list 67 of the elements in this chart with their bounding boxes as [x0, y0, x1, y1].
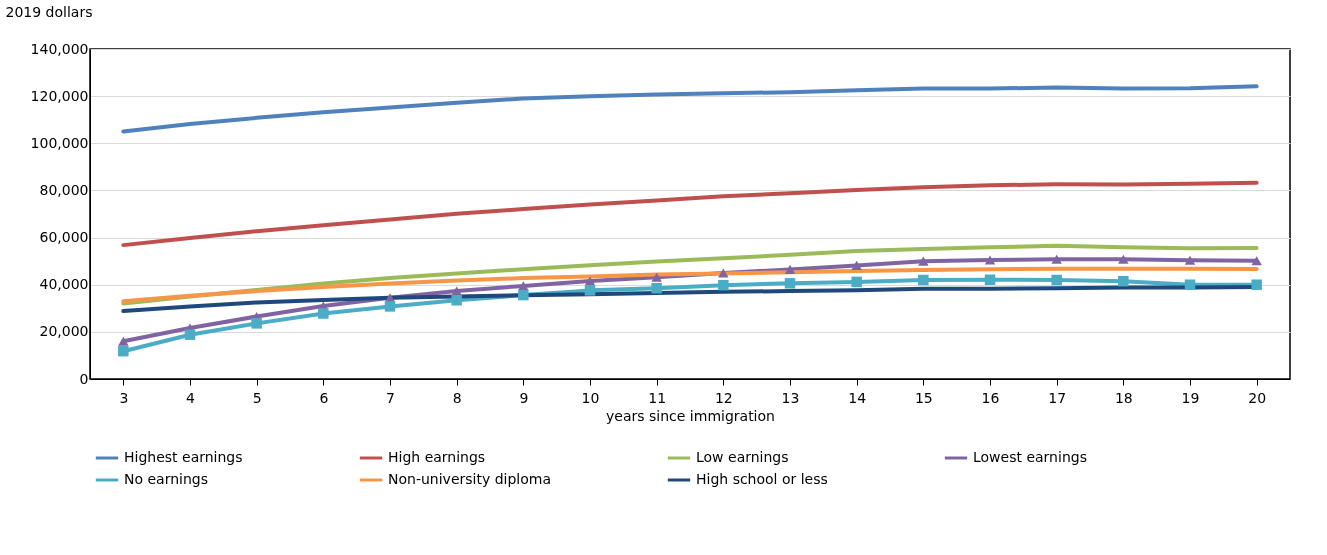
y-tick-label: 40,000 [39, 276, 89, 293]
x-tick-label: 13 [781, 389, 800, 406]
x-tick-label: 20 [1248, 389, 1267, 406]
point [784, 264, 796, 274]
point [918, 256, 929, 266]
x-tick-label: 16 [981, 389, 1000, 406]
point [1051, 254, 1062, 264]
x-tick-label: 5 [252, 389, 262, 406]
point [1184, 255, 1196, 265]
x-axis-title: years since immigration [606, 407, 775, 424]
point [1118, 275, 1129, 287]
point [1251, 279, 1262, 290]
y-axis-title: 2019 dollars [5, 3, 93, 20]
point [1051, 274, 1062, 286]
point [851, 276, 862, 288]
x-tick-label: 7 [386, 389, 395, 406]
point [451, 295, 462, 306]
point [384, 301, 396, 312]
x-tick-label: 11 [648, 389, 667, 406]
point [318, 308, 329, 319]
x-tick-label: 6 [319, 389, 329, 406]
x-tick-label: 4 [186, 389, 196, 406]
point [584, 276, 596, 286]
point [1118, 254, 1129, 264]
legend-label: Non-university diploma [388, 471, 551, 487]
legend-label: Lowest earnings [973, 449, 1087, 465]
legend-label: High earnings [388, 449, 486, 465]
point [251, 318, 262, 329]
point [651, 283, 662, 294]
y-tick-label: 20,000 [39, 323, 89, 340]
legend-label: Highest earnings [124, 449, 243, 465]
y-tick-label: 140,000 [30, 40, 89, 57]
point [984, 255, 996, 265]
point [518, 289, 529, 301]
point [918, 274, 929, 286]
x-tick-label: 12 [714, 389, 733, 406]
x-tick-label: 3 [119, 389, 129, 406]
x-tick-label: 8 [452, 389, 462, 406]
x-tick-label: 9 [519, 389, 529, 406]
point [518, 281, 529, 291]
y-tick-label: 0 [79, 370, 89, 387]
point [184, 329, 196, 340]
y-tick-label: 100,000 [30, 134, 89, 151]
x-tick-label: 17 [1048, 389, 1067, 406]
line-series [121, 84, 1259, 134]
point [1184, 279, 1196, 290]
line-series [121, 180, 1259, 248]
y-tick-label: 80,000 [39, 181, 89, 198]
point [118, 336, 129, 346]
point [784, 278, 796, 289]
x-tick-label: 19 [1181, 389, 1200, 406]
legend-label: High school or less [696, 471, 828, 487]
point [118, 345, 129, 357]
x-tick-label: 15 [914, 389, 933, 406]
legend-label: No earnings [124, 471, 209, 487]
point [984, 274, 996, 286]
point [584, 285, 596, 296]
x-tick-label: 14 [848, 389, 867, 406]
y-tick-label: 60,000 [39, 229, 89, 246]
x-tick-label: 18 [1114, 389, 1133, 406]
x-tick-label: 10 [581, 389, 600, 406]
point [718, 279, 729, 291]
y-tick-label: 120,000 [30, 87, 89, 104]
point [1251, 256, 1262, 266]
legend-label: Low earnings [696, 449, 789, 465]
point [651, 272, 662, 282]
point [851, 260, 862, 270]
